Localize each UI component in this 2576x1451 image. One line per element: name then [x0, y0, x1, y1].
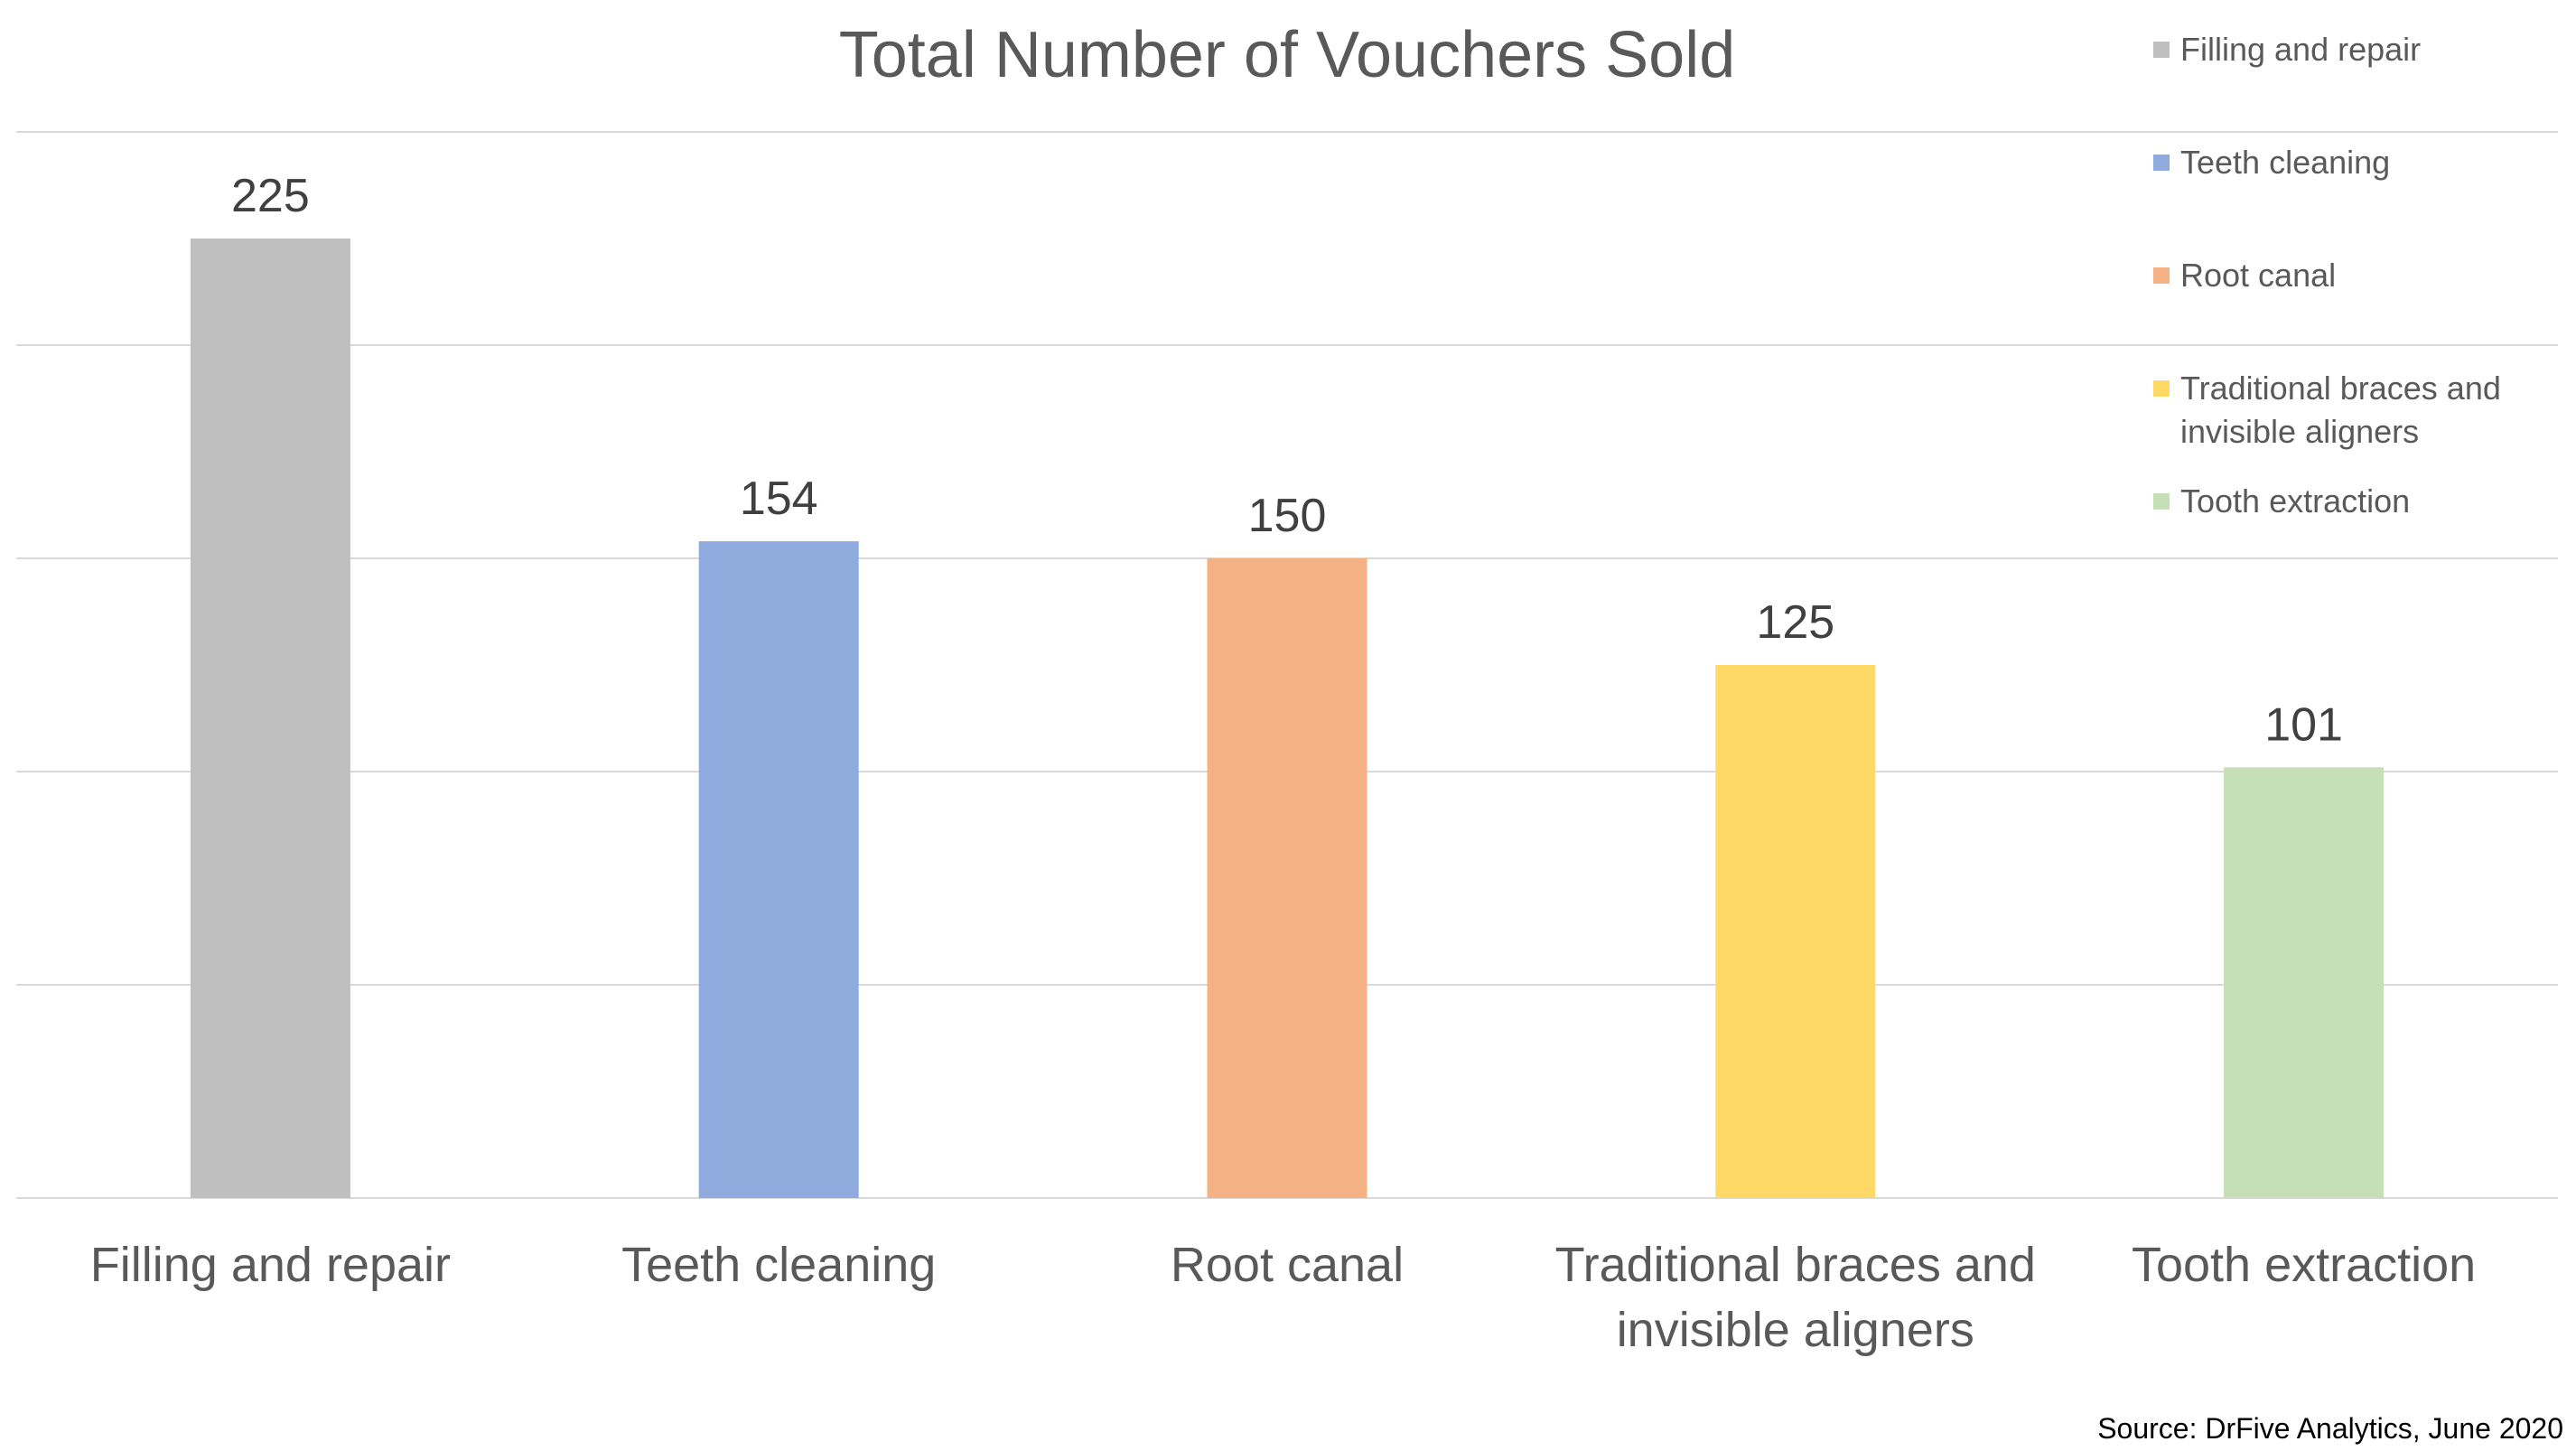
data-label: 154	[740, 473, 818, 525]
category-label: Filling and repair	[90, 1238, 451, 1292]
bar	[2224, 767, 2385, 1198]
legend-swatch	[2153, 493, 2170, 510]
legend: Filling and repair Teeth cleaning Root can…	[2153, 31, 2501, 520]
category-label: invisible aligners	[1617, 1303, 1974, 1357]
bars	[190, 239, 2385, 1198]
category-label: Traditional braces and	[1555, 1238, 2036, 1292]
category-label: Teeth cleaning	[621, 1238, 936, 1292]
bar	[190, 239, 350, 1198]
bar	[1715, 665, 1876, 1198]
legend-label: Traditional braces and	[2180, 370, 2501, 407]
legend-label: Teeth cleaning	[2180, 144, 2390, 181]
data-label: 101	[2264, 698, 2343, 751]
legend-label: Filling and repair	[2180, 31, 2421, 68]
data-label: 150	[1248, 490, 1327, 542]
bar	[1207, 558, 1367, 1198]
data-label: 225	[231, 170, 310, 222]
category-label: Tooth extraction	[2132, 1238, 2476, 1292]
legend-label: Tooth extraction	[2180, 482, 2410, 520]
data-label: 125	[1756, 596, 1834, 649]
category-label: Root canal	[1171, 1238, 1404, 1292]
bar	[698, 541, 859, 1198]
legend-swatch	[2153, 267, 2170, 284]
legend-swatch	[2153, 154, 2170, 171]
legend-label: invisible aligners	[2180, 413, 2419, 450]
data-labels: 225 154 150 125 101	[231, 170, 2343, 751]
legend-label: Root canal	[2180, 257, 2336, 294]
legend-swatch	[2153, 380, 2170, 397]
chart-title: Total Number of Vouchers Sold	[839, 19, 1736, 91]
category-axis-labels: Filling and repair Teeth cleaning Root can…	[90, 1238, 2476, 1357]
source-note: Source: DrFive Analytics, June 2020	[2097, 1412, 2563, 1445]
legend-swatch	[2153, 42, 2170, 58]
